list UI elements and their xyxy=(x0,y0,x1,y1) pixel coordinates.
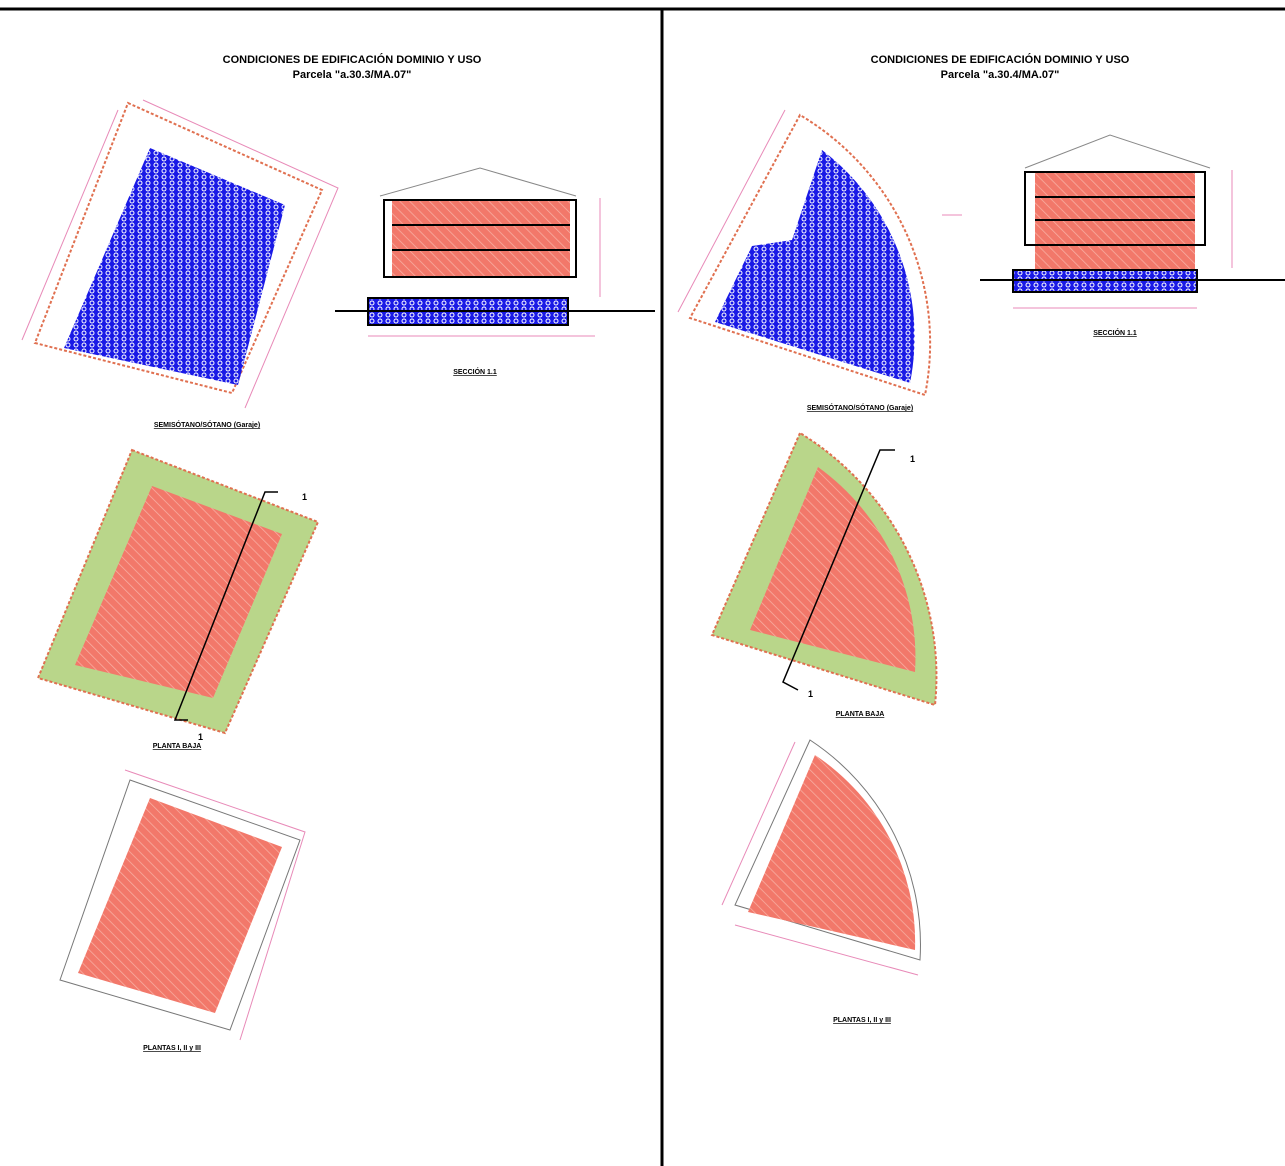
dimension-line xyxy=(677,109,786,313)
section-cut-line xyxy=(782,449,895,691)
basement-area xyxy=(715,150,915,383)
section-cut-line xyxy=(173,491,278,721)
roof-outline xyxy=(379,167,577,197)
basement-area xyxy=(64,148,285,385)
section-outline xyxy=(383,199,577,278)
section-label: SECCIÓN 1.1 xyxy=(453,367,497,376)
dimension-line xyxy=(21,109,119,341)
dimension-line xyxy=(721,741,796,906)
title: CONDICIONES DE EDIFICACIÓN DOMINIO Y USO xyxy=(223,53,482,66)
section-outline xyxy=(1024,171,1206,246)
panel-left: CONDICIONES DE EDIFICACIÓN DOMINIO Y USO… xyxy=(21,53,655,1052)
title: CONDICIONES DE EDIFICACIÓN DOMINIO Y USO xyxy=(871,53,1130,66)
ground-floor-label: PLANTA BAJA xyxy=(153,743,202,750)
roof-outline xyxy=(1024,134,1211,169)
upper-floor-area xyxy=(78,798,282,1013)
ground-floor-area xyxy=(750,467,916,672)
ground-floor-label: PLANTA BAJA xyxy=(836,711,885,718)
basement-label: SEMISÓTANO/SÓTANO (Garaje) xyxy=(807,403,913,412)
ground-floor-area xyxy=(75,486,282,698)
dimension-line xyxy=(124,769,306,1041)
upper-floors-label: PLANTAS I, II y III xyxy=(833,1017,891,1024)
parcel: Parcela "a.30.3/MA.07" xyxy=(293,69,412,81)
dimension-line xyxy=(734,924,919,976)
section-mark: 1 xyxy=(198,732,203,742)
parcel: Parcela "a.30.4/MA.07" xyxy=(941,69,1060,81)
section-label: SECCIÓN 1.1 xyxy=(1093,328,1137,337)
building-section xyxy=(392,200,570,277)
dimension-line xyxy=(142,99,339,409)
section-mark: 1 xyxy=(910,454,915,464)
section-mark: 1 xyxy=(302,492,307,502)
section-mark: 1 xyxy=(808,689,813,699)
upper-floors-label: PLANTAS I, II y III xyxy=(143,1045,201,1052)
panel-right: CONDICIONES DE EDIFICACIÓN DOMINIO Y USO… xyxy=(677,53,1285,1024)
basement-label: SEMISÓTANO/SÓTANO (Garaje) xyxy=(154,420,260,429)
upper-floor-area xyxy=(748,755,916,950)
